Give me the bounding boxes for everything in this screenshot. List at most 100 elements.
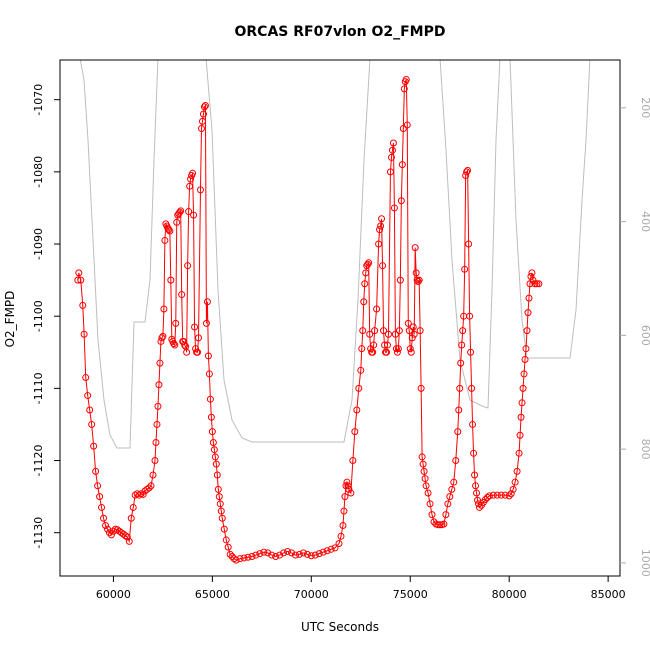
data-point bbox=[90, 442, 98, 450]
data-point bbox=[366, 330, 374, 338]
data-point bbox=[291, 551, 299, 559]
data-point bbox=[391, 330, 399, 338]
data-point bbox=[450, 478, 458, 486]
data-point bbox=[208, 428, 216, 436]
data-point bbox=[464, 166, 472, 174]
y-tick-label: -1120 bbox=[32, 445, 45, 477]
x-tick-label: 80000 bbox=[492, 588, 527, 601]
data-point bbox=[426, 500, 434, 508]
data-point bbox=[455, 406, 463, 414]
o2-fmpd-series bbox=[74, 75, 543, 564]
data-point bbox=[527, 273, 535, 280]
x-tick-label: 70000 bbox=[294, 588, 329, 601]
data-point bbox=[204, 352, 212, 360]
data-point bbox=[96, 493, 104, 501]
data-point bbox=[268, 551, 276, 559]
data-point bbox=[280, 549, 288, 557]
data-point bbox=[185, 208, 193, 216]
data-point bbox=[458, 341, 466, 349]
data-point bbox=[145, 484, 153, 492]
data-point bbox=[341, 493, 349, 501]
x-tick-label: 65000 bbox=[195, 588, 230, 601]
data-point bbox=[505, 492, 513, 500]
data-point bbox=[406, 345, 414, 353]
data-point bbox=[410, 330, 418, 338]
data-point bbox=[191, 323, 199, 331]
data-point bbox=[160, 305, 168, 313]
data-point bbox=[371, 327, 379, 335]
data-point bbox=[440, 520, 448, 528]
data-point bbox=[166, 227, 174, 235]
right-tick-label: 600 bbox=[639, 325, 650, 346]
data-point bbox=[224, 543, 232, 551]
data-point bbox=[419, 460, 427, 468]
data-point bbox=[353, 406, 361, 414]
data-point bbox=[215, 493, 223, 501]
data-point bbox=[206, 395, 214, 403]
data-point bbox=[86, 406, 94, 414]
data-point bbox=[197, 125, 205, 133]
data-point bbox=[98, 503, 106, 511]
data-point bbox=[515, 449, 523, 457]
data-point bbox=[369, 348, 377, 356]
data-point bbox=[151, 457, 159, 465]
data-point bbox=[194, 348, 202, 356]
data-point bbox=[509, 485, 517, 493]
data-point bbox=[102, 521, 110, 529]
data-point bbox=[358, 345, 366, 353]
data-point bbox=[442, 511, 450, 519]
data-point bbox=[461, 265, 469, 273]
data-point bbox=[303, 550, 311, 558]
data-point bbox=[351, 428, 359, 436]
data-point bbox=[315, 550, 323, 558]
data-point bbox=[387, 153, 395, 161]
data-point bbox=[311, 551, 319, 559]
y-tick-label: -1070 bbox=[32, 84, 45, 116]
data-point bbox=[360, 298, 368, 306]
x-tick-label: 75000 bbox=[393, 588, 428, 601]
right-tick-label: 1000 bbox=[639, 549, 650, 577]
data-point bbox=[195, 334, 203, 342]
data-point bbox=[529, 276, 537, 284]
data-point bbox=[272, 553, 280, 561]
data-point bbox=[177, 207, 185, 215]
data-point bbox=[418, 453, 426, 461]
data-point bbox=[481, 496, 489, 503]
data-point bbox=[337, 532, 345, 540]
data-point bbox=[327, 545, 335, 553]
data-point bbox=[473, 489, 481, 497]
data-point bbox=[260, 548, 268, 556]
data-point bbox=[446, 493, 454, 501]
data-point bbox=[100, 514, 108, 522]
data-point bbox=[201, 101, 209, 109]
data-point bbox=[165, 226, 173, 234]
data-point bbox=[232, 556, 240, 564]
data-point bbox=[214, 485, 222, 493]
data-point bbox=[359, 327, 367, 335]
data-point bbox=[521, 356, 529, 363]
data-point bbox=[523, 327, 531, 335]
data-point bbox=[82, 374, 90, 382]
data-point bbox=[469, 420, 477, 428]
data-point bbox=[459, 327, 467, 335]
data-point bbox=[390, 204, 398, 212]
data-point bbox=[483, 493, 491, 501]
data-point bbox=[207, 413, 215, 421]
data-point bbox=[413, 276, 421, 284]
data-point bbox=[373, 305, 381, 313]
data-point bbox=[465, 240, 473, 248]
plot-frame bbox=[59, 59, 621, 577]
data-point bbox=[295, 550, 303, 558]
data-point bbox=[178, 291, 186, 299]
data-point bbox=[344, 482, 352, 490]
x-axis-label: UTC Seconds bbox=[301, 620, 379, 634]
data-point bbox=[155, 381, 163, 389]
data-point bbox=[248, 553, 256, 561]
data-point bbox=[463, 168, 471, 176]
data-point bbox=[428, 511, 436, 519]
data-point bbox=[416, 327, 424, 335]
data-point bbox=[381, 341, 389, 349]
data-point bbox=[415, 276, 423, 284]
data-point bbox=[240, 554, 248, 562]
y-tick-label: -1110 bbox=[32, 372, 45, 404]
